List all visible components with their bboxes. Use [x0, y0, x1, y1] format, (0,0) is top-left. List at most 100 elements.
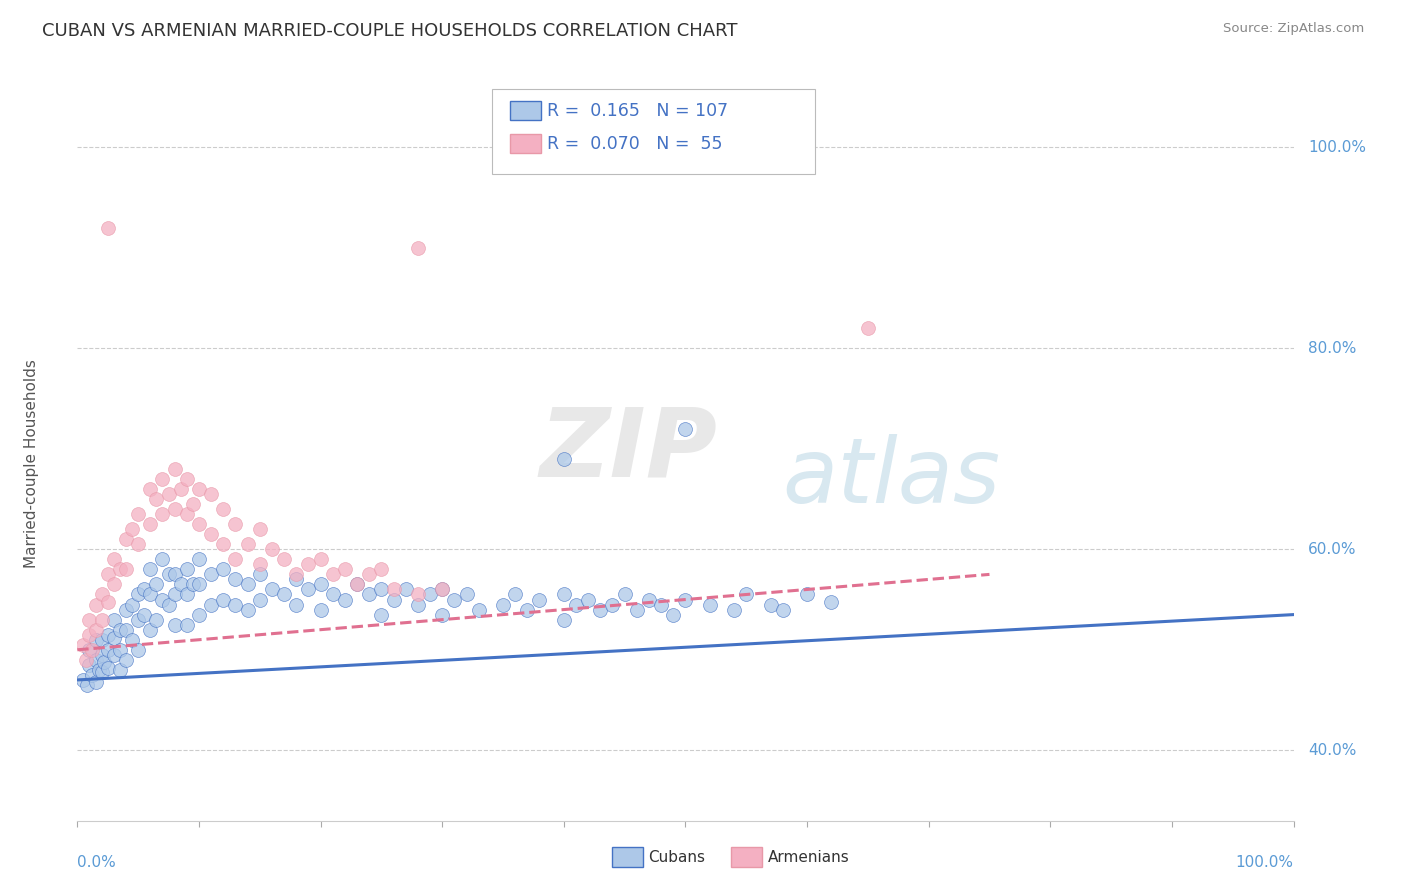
Point [76, 678, 98, 692]
Point [224, 552, 246, 566]
Point [115, 623, 138, 637]
Point [273, 552, 295, 566]
Point [163, 502, 186, 516]
Point [297, 558, 319, 572]
Point [212, 592, 235, 607]
Point [723, 602, 745, 616]
Point [152, 507, 174, 521]
Point [127, 613, 149, 627]
Point [188, 517, 211, 532]
Point [516, 602, 538, 616]
Point [163, 567, 186, 582]
Text: atlas: atlas [783, 434, 1001, 522]
Text: CUBAN VS ARMENIAN MARRIED-COUPLE HOUSEHOLDS CORRELATION CHART: CUBAN VS ARMENIAN MARRIED-COUPLE HOUSEHO… [42, 22, 738, 40]
Point [84, 653, 107, 667]
Point [97, 642, 120, 657]
Point [370, 582, 392, 597]
Point [176, 472, 198, 486]
Point [145, 491, 167, 506]
Point [224, 517, 246, 532]
Point [79, 642, 101, 657]
Point [127, 587, 149, 601]
Point [406, 598, 429, 612]
Point [322, 587, 344, 601]
Point [127, 537, 149, 551]
Point [97, 567, 120, 582]
Point [529, 592, 551, 607]
Point [80, 668, 103, 682]
Point [589, 602, 612, 616]
Point [309, 577, 332, 591]
Point [492, 598, 515, 612]
Point [249, 567, 271, 582]
Point [309, 552, 332, 566]
Point [395, 582, 418, 597]
Point [430, 582, 453, 597]
Point [553, 613, 575, 627]
Point [602, 598, 624, 612]
Point [249, 592, 271, 607]
Point [181, 577, 204, 591]
Point [273, 587, 295, 601]
Point [108, 663, 131, 677]
Point [820, 594, 842, 608]
Point [121, 598, 143, 612]
Point [309, 602, 332, 616]
Text: Armenians: Armenians [768, 850, 849, 864]
Point [260, 542, 283, 557]
Point [176, 507, 198, 521]
Point [382, 592, 405, 607]
Point [90, 665, 112, 679]
Point [89, 663, 111, 677]
Point [134, 607, 156, 622]
Point [382, 582, 405, 597]
Text: Source: ZipAtlas.com: Source: ZipAtlas.com [1223, 22, 1364, 36]
Point [200, 567, 222, 582]
Point [103, 613, 125, 627]
Point [735, 587, 758, 601]
Point [127, 642, 149, 657]
Point [72, 638, 94, 652]
Point [359, 567, 381, 582]
Point [759, 598, 782, 612]
Point [553, 451, 575, 466]
Point [297, 582, 319, 597]
Text: 100.0%: 100.0% [1236, 855, 1294, 870]
Point [139, 623, 162, 637]
Point [152, 472, 174, 486]
Text: R =  0.070   N =  55: R = 0.070 N = 55 [547, 135, 723, 153]
Point [90, 613, 112, 627]
Point [322, 567, 344, 582]
Point [285, 567, 308, 582]
Point [103, 552, 125, 566]
Point [108, 642, 131, 657]
Point [163, 462, 186, 476]
Point [79, 628, 101, 642]
Point [170, 577, 193, 591]
Point [613, 587, 636, 601]
Point [503, 587, 526, 601]
Point [145, 613, 167, 627]
Point [565, 598, 588, 612]
Point [212, 562, 235, 576]
Point [200, 487, 222, 501]
Point [856, 321, 879, 335]
Point [638, 592, 661, 607]
Point [285, 598, 308, 612]
Point [127, 507, 149, 521]
Point [108, 623, 131, 637]
Point [346, 577, 368, 591]
Point [90, 587, 112, 601]
Text: 80.0%: 80.0% [1308, 341, 1357, 356]
Point [675, 422, 697, 436]
Point [108, 562, 131, 576]
Point [285, 573, 308, 587]
Point [115, 653, 138, 667]
Point [84, 623, 107, 637]
Point [249, 522, 271, 536]
Point [333, 562, 356, 576]
Point [103, 577, 125, 591]
Point [333, 592, 356, 607]
Text: ZIP: ZIP [540, 403, 717, 496]
Point [188, 607, 211, 622]
